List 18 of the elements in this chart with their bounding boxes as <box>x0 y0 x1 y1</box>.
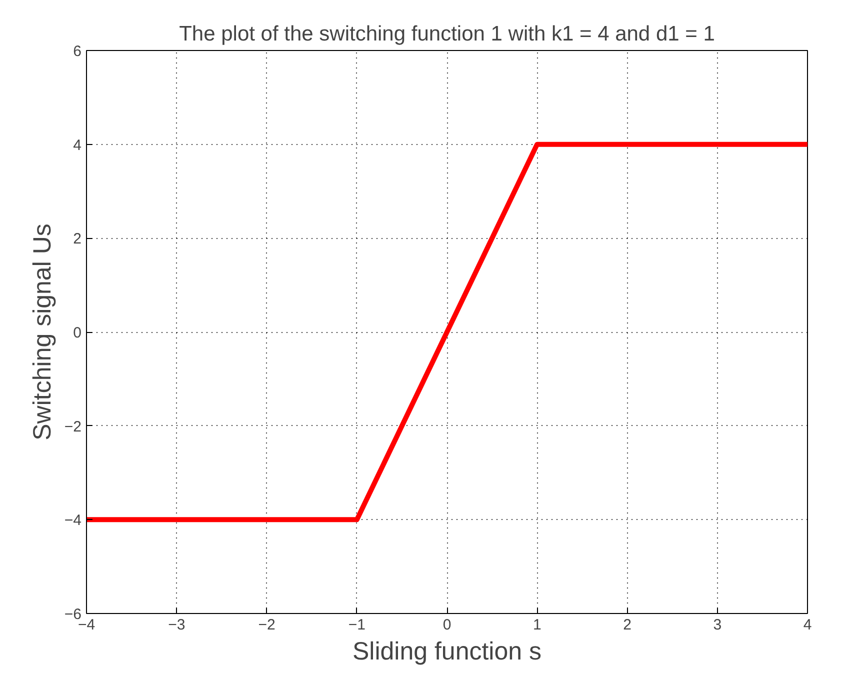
y-tick-label: 2 <box>73 230 82 248</box>
y-tick-label: 0 <box>73 324 82 342</box>
x-axis-title: Sliding function s <box>352 638 542 666</box>
x-tick-label: −2 <box>258 616 276 634</box>
x-tick-label: 1 <box>532 616 542 634</box>
x-tick-label: 2 <box>623 616 632 634</box>
y-tick-label: −6 <box>64 606 82 623</box>
chart-title: The plot of the switching function 1 with k1 = 4 and d1 = 1 <box>179 22 715 46</box>
y-tick-label: 6 <box>73 43 82 60</box>
y-axis-title: Switching signal Us <box>28 224 56 440</box>
x-tick-label: −1 <box>348 616 366 634</box>
x-tick-label: 4 <box>803 616 812 634</box>
y-tick-label: −2 <box>64 418 82 436</box>
x-tick-label: 3 <box>713 616 722 634</box>
y-tick-label: 4 <box>73 136 82 154</box>
x-tick-label: −3 <box>168 616 186 634</box>
x-tick-label: 0 <box>442 616 452 634</box>
y-tick-label: −4 <box>64 512 82 530</box>
